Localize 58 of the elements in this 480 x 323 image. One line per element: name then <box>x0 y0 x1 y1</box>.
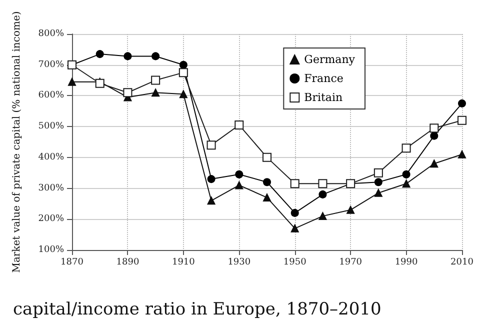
point <box>152 88 160 97</box>
point <box>179 60 188 69</box>
x-tick-label: 1970 <box>339 258 362 268</box>
y-tick-label: 700% <box>38 60 64 70</box>
y-tick-label: 800% <box>38 29 64 39</box>
point <box>430 124 439 133</box>
point <box>262 152 272 162</box>
point <box>374 188 382 197</box>
legend-label: Germany <box>304 53 356 66</box>
point <box>318 179 328 188</box>
y-tick-label: 100% <box>38 245 64 255</box>
point <box>374 178 382 186</box>
x-tick-label: 1930 <box>228 258 251 268</box>
point <box>68 78 76 86</box>
y-tick-label: 600% <box>38 90 64 101</box>
x-tick-label: 1990 <box>394 258 418 268</box>
point <box>290 179 300 188</box>
x-tick-label: 1950 <box>283 258 307 268</box>
x-tick-label: 1870 <box>60 258 84 268</box>
legend-label: Britain <box>304 91 343 104</box>
y-tick-label: 500% <box>38 122 64 132</box>
point <box>207 175 216 184</box>
point <box>263 194 271 202</box>
point <box>96 50 104 58</box>
point <box>151 76 160 85</box>
point <box>430 132 438 140</box>
point <box>402 170 410 178</box>
point <box>178 68 188 78</box>
point <box>123 88 132 98</box>
point <box>458 150 466 158</box>
point <box>374 168 383 178</box>
point <box>207 196 216 205</box>
point <box>346 206 355 214</box>
point <box>235 181 244 190</box>
point <box>235 170 244 178</box>
point <box>402 180 410 188</box>
legend-label: France <box>304 72 344 85</box>
y-axis-title: Market value of private capital (% national income) <box>12 11 22 273</box>
point <box>402 144 411 153</box>
point <box>430 160 438 168</box>
point <box>152 52 160 60</box>
point <box>318 190 327 198</box>
point <box>318 212 327 220</box>
point <box>206 140 216 150</box>
point <box>458 99 466 108</box>
x-tick-label: 1910 <box>172 258 196 268</box>
y-tick-label: 400% <box>38 152 64 162</box>
point <box>179 90 188 98</box>
text: capital/income ratio in Europe, 1870–2010 <box>13 300 382 320</box>
point <box>263 178 271 186</box>
x-tick-label: 2010 <box>450 258 474 268</box>
point <box>290 224 299 232</box>
point <box>234 120 244 130</box>
point <box>290 208 299 217</box>
y-tick-label: 300% <box>38 183 64 194</box>
point <box>124 52 132 60</box>
x-tick-label: 1890 <box>116 258 140 268</box>
y-tick-label: 200% <box>38 214 64 224</box>
